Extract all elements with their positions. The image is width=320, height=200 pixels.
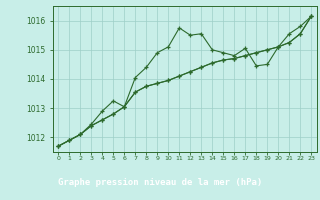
Text: Graphe pression niveau de la mer (hPa): Graphe pression niveau de la mer (hPa) xyxy=(58,178,262,187)
